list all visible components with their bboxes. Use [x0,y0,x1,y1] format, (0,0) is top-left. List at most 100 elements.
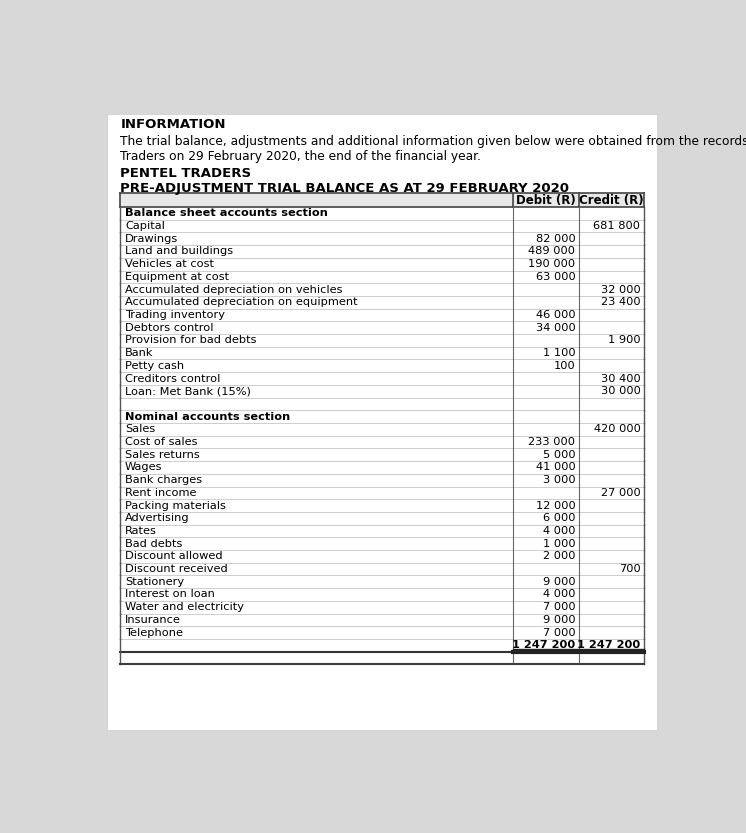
Text: 233 000: 233 000 [528,437,575,447]
Text: 100: 100 [554,361,575,371]
Text: Petty cash: Petty cash [125,361,184,371]
Text: The trial balance, adjustments and additional information given below were obtai: The trial balance, adjustments and addit… [120,135,746,147]
Text: 23 400: 23 400 [601,297,640,307]
Bar [120,563,645,576]
Text: Vehicles at cost: Vehicles at cost [125,259,214,269]
Text: Telephone: Telephone [125,627,183,637]
Text: 27 000: 27 000 [601,488,640,498]
Text: Bank: Bank [125,348,154,358]
Text: Rent income: Rent income [125,488,196,498]
Text: Drawings: Drawings [125,234,178,244]
Text: Creditors control: Creditors control [125,373,220,383]
Text: Bank charges: Bank charges [125,475,202,485]
Text: 32 000: 32 000 [601,285,640,295]
Bar [120,385,645,397]
Bar [120,232,645,245]
Text: Sales returns: Sales returns [125,450,200,460]
Text: 1 900: 1 900 [608,336,640,346]
Text: 4 000: 4 000 [543,590,575,600]
Text: INFORMATION: INFORMATION [120,117,226,131]
Text: Loan: Met Bank (15%): Loan: Met Bank (15%) [125,387,251,397]
Text: Accumulated depreciation on equipment: Accumulated depreciation on equipment [125,297,357,307]
Text: Debit (R): Debit (R) [516,193,576,207]
Bar [120,512,645,525]
Text: 30 400: 30 400 [601,373,640,383]
Text: Discount received: Discount received [125,564,228,574]
Text: Stationery: Stationery [125,576,184,586]
Text: Packing materials: Packing materials [125,501,226,511]
Text: 34 000: 34 000 [536,322,575,332]
Bar [120,372,645,385]
Bar [120,614,645,626]
Bar [120,271,645,283]
Text: 9 000: 9 000 [542,576,575,586]
Bar [120,309,645,322]
Text: 46 000: 46 000 [536,310,575,320]
Bar [120,525,645,537]
Text: Bad debts: Bad debts [125,539,183,549]
Bar [120,193,645,207]
Text: Wages: Wages [125,462,163,472]
Text: Capital: Capital [125,221,165,231]
Text: 1 000: 1 000 [542,539,575,549]
Bar [120,461,645,474]
Text: Equipment at cost: Equipment at cost [125,272,229,282]
Text: PRE-ADJUSTMENT TRIAL BALANCE AS AT 29 FEBRUARY 2020: PRE-ADJUSTMENT TRIAL BALANCE AS AT 29 FE… [120,182,569,196]
Text: 190 000: 190 000 [528,259,575,269]
Bar [120,626,645,639]
Bar [120,639,645,651]
Text: 420 000: 420 000 [594,424,640,434]
Text: 2 000: 2 000 [543,551,575,561]
Text: 5 000: 5 000 [542,450,575,460]
Text: 7 000: 7 000 [542,602,575,612]
Text: Water and electricity: Water and electricity [125,602,244,612]
Text: 4 000: 4 000 [543,526,575,536]
Bar [120,601,645,614]
Text: Insurance: Insurance [125,615,181,625]
Text: 6 000: 6 000 [543,513,575,523]
Bar [120,360,645,372]
Text: 7 000: 7 000 [542,627,575,637]
Text: Interest on loan: Interest on loan [125,590,215,600]
Text: Sales: Sales [125,424,155,434]
Bar [120,423,645,436]
Text: PENTEL TRADERS: PENTEL TRADERS [120,167,251,180]
Text: 1 247 200: 1 247 200 [512,641,575,651]
Bar [120,207,645,220]
Bar [120,550,645,563]
Bar [120,347,645,360]
Bar [120,245,645,257]
Text: 63 000: 63 000 [536,272,575,282]
Text: Land and buildings: Land and buildings [125,247,233,257]
Text: 3 000: 3 000 [542,475,575,485]
Text: Accumulated depreciation on vehicles: Accumulated depreciation on vehicles [125,285,342,295]
Text: 12 000: 12 000 [536,501,575,511]
Text: 9 000: 9 000 [542,615,575,625]
Text: Credit (R): Credit (R) [580,193,644,207]
Text: 30 000: 30 000 [601,387,640,397]
Text: 489 000: 489 000 [528,247,575,257]
Text: 700: 700 [618,564,640,574]
Text: Discount allowed: Discount allowed [125,551,222,561]
Bar [120,296,645,309]
Text: 1 100: 1 100 [542,348,575,358]
Text: Balance sheet accounts section: Balance sheet accounts section [125,208,328,218]
Text: Provision for bad debts: Provision for bad debts [125,336,257,346]
Bar [120,474,645,486]
Text: Advertising: Advertising [125,513,189,523]
Text: Traders on 29 February 2020, the end of the financial year.: Traders on 29 February 2020, the end of … [120,150,481,163]
Text: Trading inventory: Trading inventory [125,310,225,320]
Bar [120,436,645,448]
Text: 82 000: 82 000 [536,234,575,244]
Bar [120,322,645,334]
Bar [120,283,645,296]
Bar [120,220,645,232]
Bar [120,651,645,665]
Text: Cost of sales: Cost of sales [125,437,198,447]
Bar [120,257,645,271]
Bar [120,411,645,423]
Text: 41 000: 41 000 [536,462,575,472]
Bar [120,537,645,550]
Bar [120,448,645,461]
Bar [120,486,645,499]
